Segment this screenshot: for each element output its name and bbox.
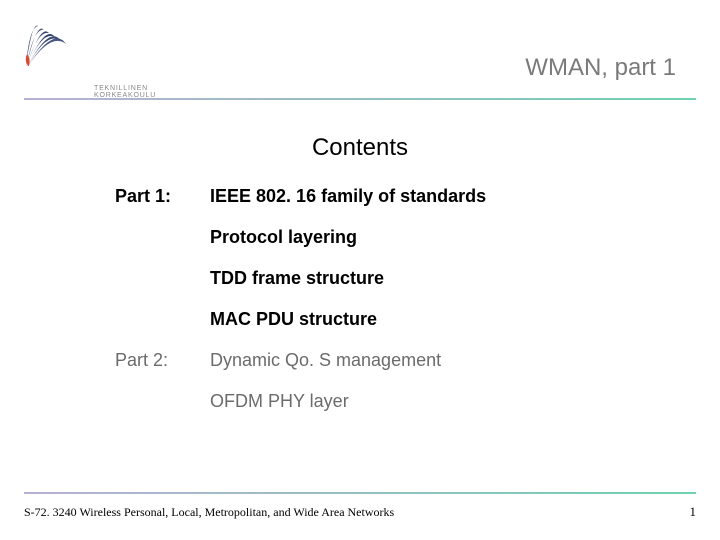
logo-block: TEKNILLINEN KORKEAKOULU xyxy=(24,20,70,70)
footer-text: S-72. 3240 Wireless Personal, Local, Met… xyxy=(24,505,394,520)
content-row: Protocol layering xyxy=(115,227,486,248)
part-label xyxy=(115,309,210,330)
header-title: WMAN, part 1 xyxy=(525,54,676,82)
bottom-divider xyxy=(24,492,696,494)
slide-footer: S-72. 3240 Wireless Personal, Local, Met… xyxy=(24,492,696,520)
part-label xyxy=(115,268,210,289)
part-label xyxy=(115,227,210,248)
part-label: Part 1: xyxy=(115,186,210,207)
content-row: MAC PDU structure xyxy=(115,309,486,330)
university-logo-icon xyxy=(24,20,70,70)
slide-header: TEKNILLINEN KORKEAKOULU WMAN, part 1 xyxy=(0,0,720,100)
content-title: Contents xyxy=(0,134,720,162)
content-row: Part 2:Dynamic Qo. S management xyxy=(115,350,486,371)
slide: TEKNILLINEN KORKEAKOULU WMAN, part 1 Con… xyxy=(0,0,720,540)
part-item: Protocol layering xyxy=(210,227,357,248)
logo-text: TEKNILLINEN KORKEAKOULU xyxy=(94,85,156,99)
top-divider xyxy=(24,98,696,100)
part-item: OFDM PHY layer xyxy=(210,391,349,412)
part-item: Dynamic Qo. S management xyxy=(210,350,441,371)
part-label xyxy=(115,391,210,412)
content-row: TDD frame structure xyxy=(115,268,486,289)
part-item: IEEE 802. 16 family of standards xyxy=(210,186,486,207)
content-row: OFDM PHY layer xyxy=(115,391,486,412)
footer-line: S-72. 3240 Wireless Personal, Local, Met… xyxy=(24,504,696,520)
content-row: Part 1:IEEE 802. 16 family of standards xyxy=(115,186,486,207)
part-label: Part 2: xyxy=(115,350,210,371)
content-columns: Part 1:IEEE 802. 16 family of standardsP… xyxy=(115,186,486,432)
page-number: 1 xyxy=(690,504,697,520)
part-item: TDD frame structure xyxy=(210,268,384,289)
part-item: MAC PDU structure xyxy=(210,309,377,330)
